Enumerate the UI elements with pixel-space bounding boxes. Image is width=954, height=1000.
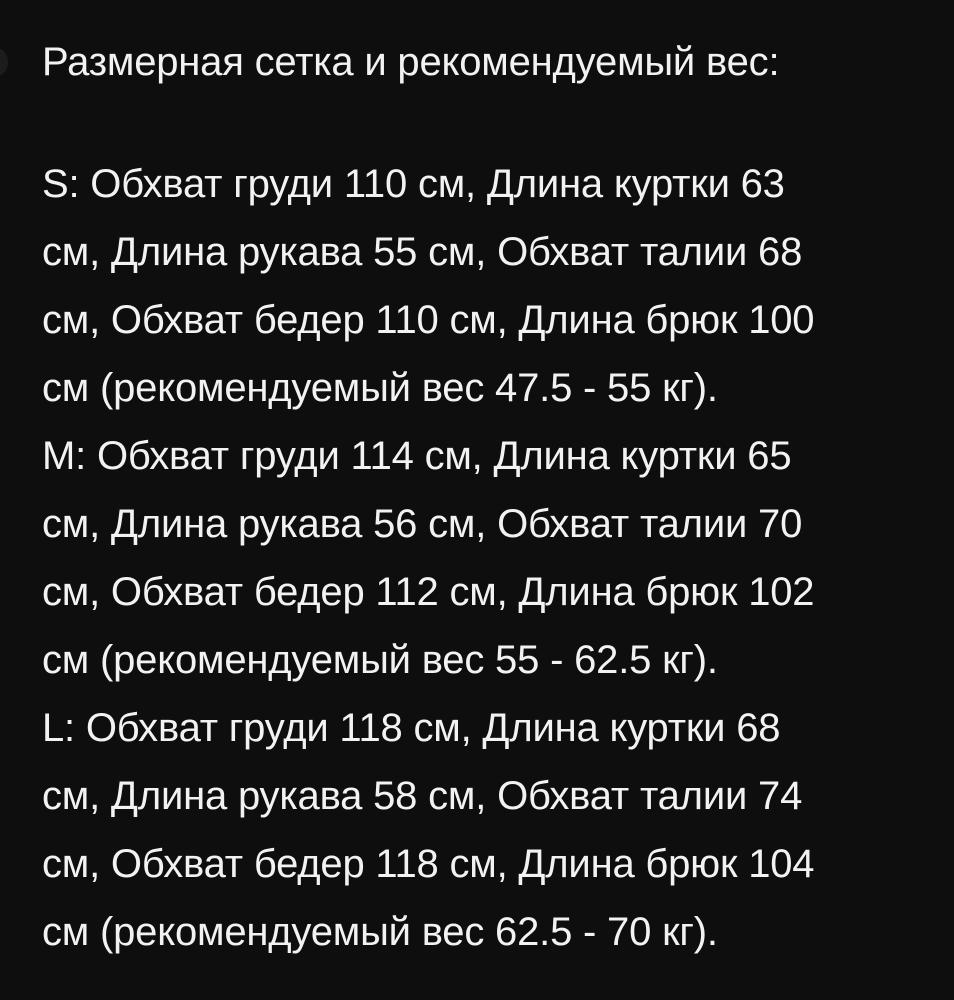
size-m-line-4: см (рекомендуемый вес 55 - 62.5 кг). xyxy=(42,638,718,682)
size-s-line-2: см, Длина рукава 55 см, Обхват талии 68 xyxy=(42,230,803,274)
size-l-line-3: см, Обхват бедер 118 см, Длина брюк 104 xyxy=(42,842,815,886)
size-l-line-1: L: Обхват груди 118 см, Длина куртки 68 xyxy=(42,706,781,750)
size-m-line-1: M: Обхват груди 114 см, Длина куртки 65 xyxy=(42,434,792,478)
size-m-line-3: см, Обхват бедер 112 см, Длина брюк 102 xyxy=(42,570,815,614)
size-m-line-2: см, Длина рукава 56 см, Обхват талии 70 xyxy=(42,502,803,546)
size-s-line-1: S: Обхват груди 110 см, Длина куртки 63 xyxy=(42,162,785,206)
size-s-line-3: см, Обхват бедер 110 см, Длина брюк 100 xyxy=(42,298,815,342)
heading: Размерная сетка и рекомендуемый вес: xyxy=(42,40,780,84)
size-l-line-2: см, Длина рукава 58 см, Обхват талии 74 xyxy=(42,774,803,818)
size-l-line-4: см (рекомендуемый вес 62.5 - 70 кг). xyxy=(42,910,718,954)
size-s-line-4: см (рекомендуемый вес 47.5 - 55 кг). xyxy=(42,366,718,410)
partial-avatar-edge xyxy=(0,48,8,76)
